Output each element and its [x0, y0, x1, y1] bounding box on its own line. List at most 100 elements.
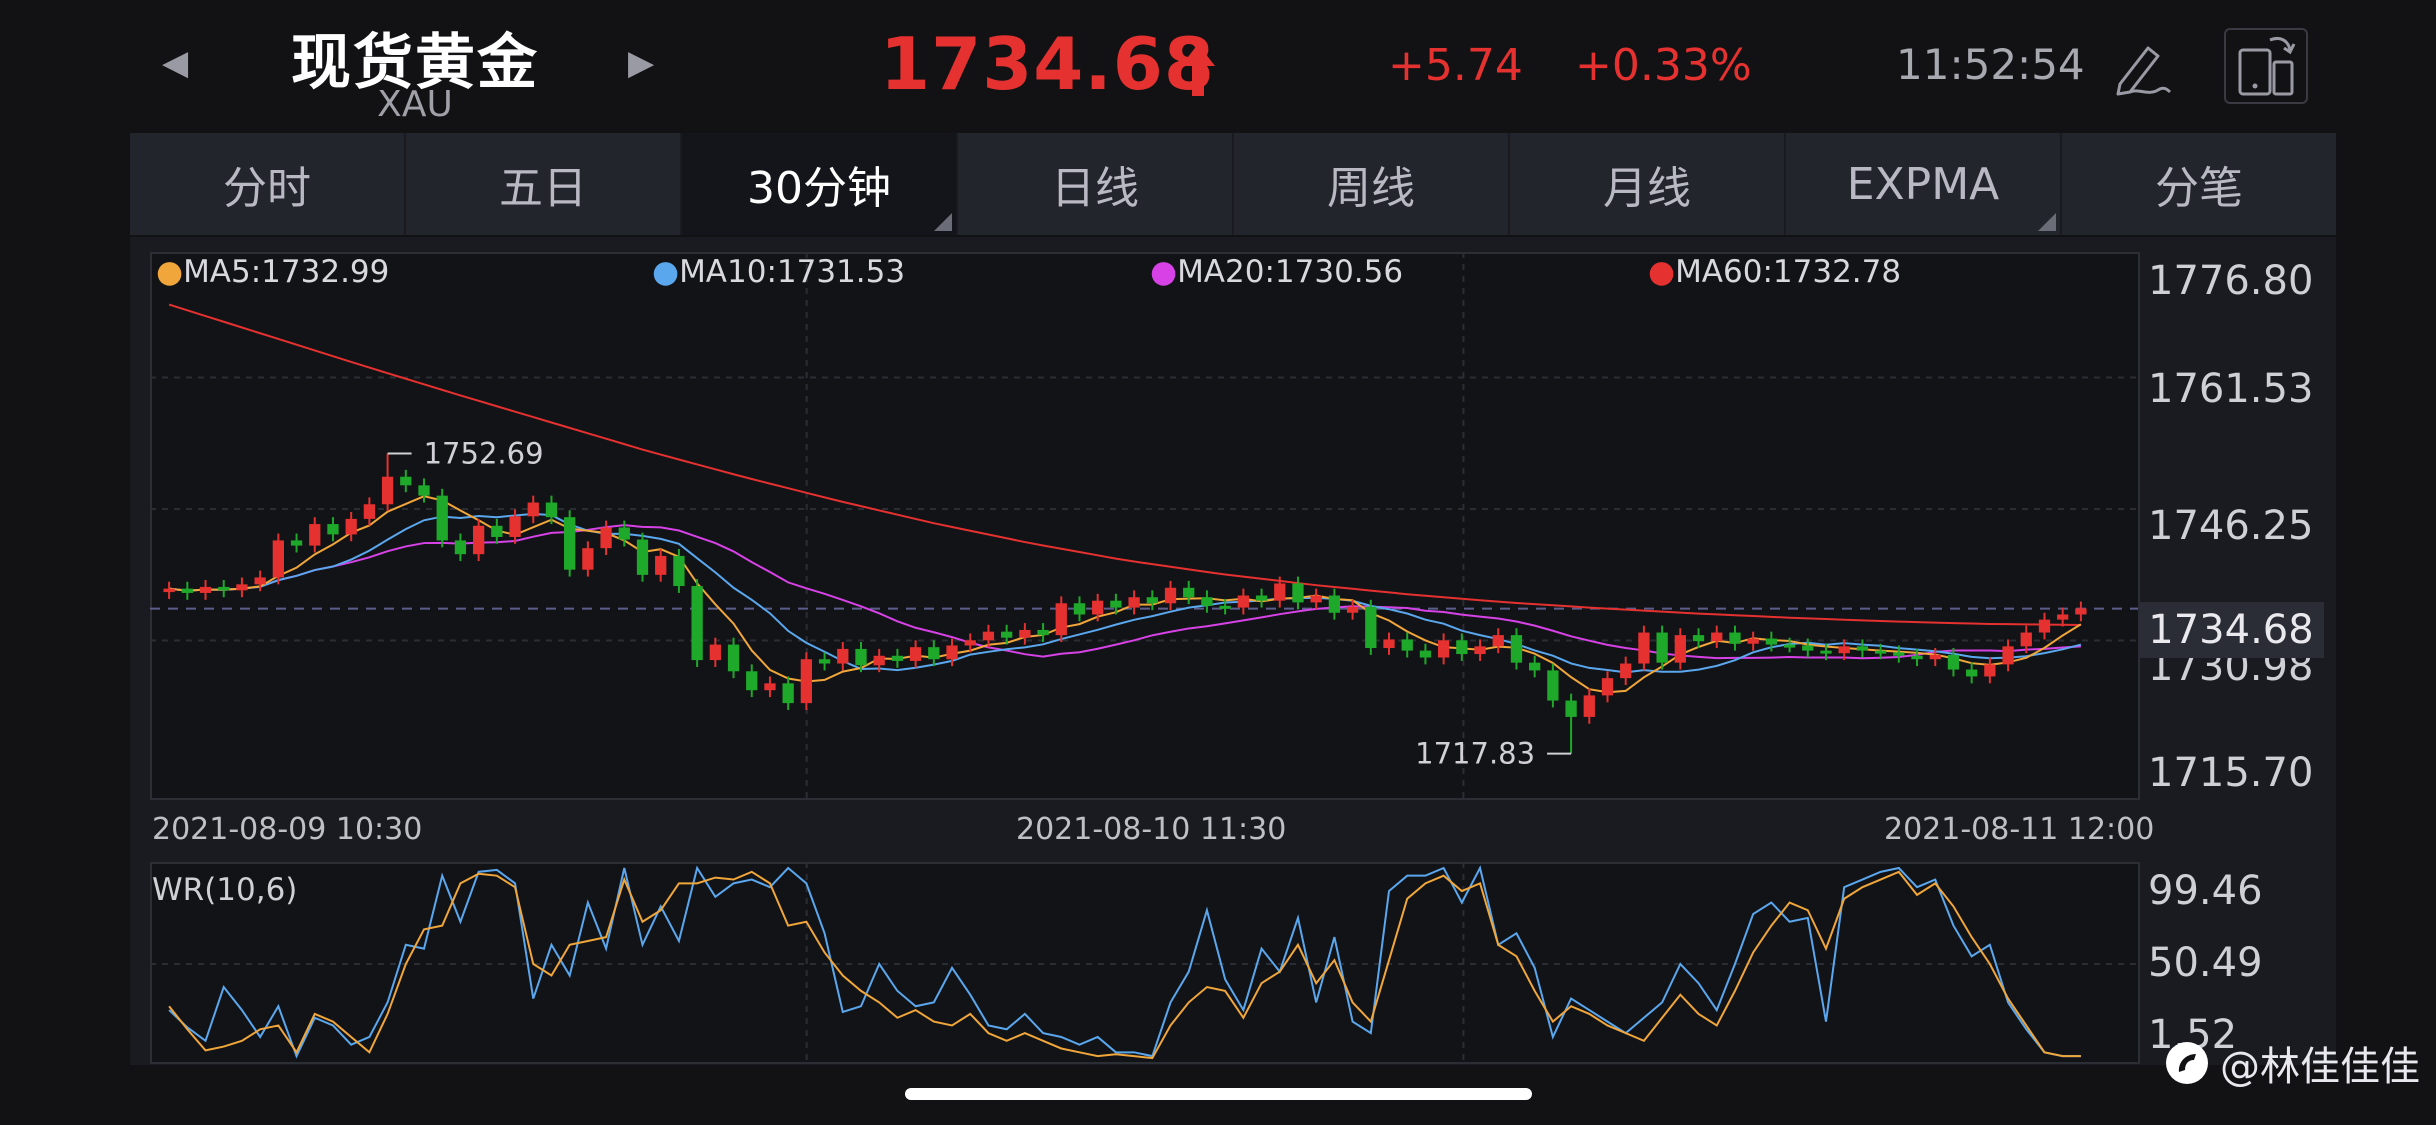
candle-body [1620, 663, 1632, 679]
candle-body [1765, 638, 1778, 645]
ma10-label: ●MA10:1731.53 [652, 254, 906, 290]
wr-y-tick-label: 99.46 [2148, 868, 2263, 914]
y-tick-label: 1746.25 [2148, 503, 2314, 549]
pen-icon[interactable] [2108, 36, 2172, 100]
wr-chart[interactable] [150, 862, 2140, 1064]
candle-body [1419, 650, 1432, 658]
next-arrow-icon[interactable]: ▶ [628, 43, 655, 83]
price-change: +5.74 [1388, 40, 1523, 91]
tab-expma[interactable]: EXPMA [1786, 133, 2062, 235]
tab-fenshi[interactable]: 分时 [130, 133, 406, 235]
candle-body [1893, 652, 1905, 656]
ma5-label: ●MA5:1732.99 [156, 254, 390, 290]
ma60-label: ●MA60:1732.78 [1648, 254, 1902, 290]
tab-weekly[interactable]: 周线 [1234, 133, 1510, 235]
y-tick-label: 1715.70 [2148, 750, 2314, 796]
candle-body [1711, 632, 1723, 642]
candle-body [491, 525, 503, 537]
weibo-logo-icon [2166, 1042, 2208, 1084]
main-chart[interactable]: 1752.69 1717.83 [150, 252, 2140, 800]
tab-30min[interactable]: 30分钟 [682, 133, 958, 235]
candle-body [764, 683, 776, 691]
candle-body [709, 644, 721, 661]
candle-body [2075, 608, 2087, 615]
candle-body [1747, 638, 1759, 644]
candle-body [1838, 646, 1850, 654]
candle-body [1802, 645, 1814, 651]
candle-body [1820, 650, 1832, 654]
candle-body [345, 518, 357, 535]
candle-body [1292, 583, 1304, 603]
candle-body [964, 640, 976, 646]
y-tick-label: 1761.53 [2148, 366, 2314, 412]
candle-body [691, 586, 703, 661]
candle-body [254, 577, 266, 585]
dropdown-corner-icon [934, 213, 952, 231]
candle-body [1674, 635, 1686, 663]
candle-body [1456, 640, 1468, 655]
candle-body [1856, 646, 1869, 651]
candle-body [509, 516, 521, 537]
candle-body [1164, 587, 1177, 604]
prev-arrow-icon[interactable]: ◀ [162, 43, 189, 83]
ma20-line [168, 524, 2081, 660]
candle-body [1911, 655, 1923, 660]
candle-body [2020, 632, 2032, 647]
landscape-toggle-icon[interactable] [2224, 28, 2308, 104]
tab-monthly[interactable]: 月线 [1510, 133, 1786, 235]
instrument-title: 现货黄金 [291, 28, 539, 98]
watermark: @林佳佳佳 [2164, 1034, 2420, 1092]
candle-body [400, 476, 412, 486]
candle-body [673, 555, 685, 587]
candle-body [582, 548, 594, 570]
candle-body [928, 647, 940, 660]
current-price-tag: 1734.68 [2138, 602, 2324, 658]
candle-body [181, 588, 193, 593]
candle-body [1237, 595, 1249, 608]
candle-body [199, 586, 212, 593]
candle-body [236, 584, 248, 591]
candle-body [1474, 646, 1486, 655]
candle-body [1219, 605, 1231, 609]
ma5-line [168, 495, 2082, 694]
low-price-annotation: 1717.83 [1415, 737, 1535, 771]
candle-body [1984, 664, 1996, 677]
candle-body [2057, 614, 2069, 620]
candle-body [1529, 662, 1541, 671]
tab-wuri[interactable]: 五日 [406, 133, 682, 235]
price-change-percent: +0.33% [1575, 40, 1752, 91]
candle-body [1547, 670, 1559, 701]
candle-body [1073, 603, 1086, 615]
wr-wr6-line [168, 870, 2081, 1060]
candle-body [1510, 635, 1523, 663]
candle-body [855, 648, 867, 666]
dropdown-corner-icon [2038, 213, 2056, 231]
candle-body [1729, 632, 1741, 644]
candle-body [436, 495, 448, 541]
candle-body [1346, 606, 1359, 613]
candle-body [1383, 639, 1395, 649]
candle-body [327, 524, 339, 535]
candle-body [600, 527, 612, 549]
candle-body [818, 659, 831, 664]
candle-body [1929, 654, 1941, 660]
candle-body [1947, 654, 1960, 670]
candle-body [1092, 600, 1104, 615]
home-indicator[interactable] [905, 1088, 1532, 1100]
candle-body [636, 539, 649, 575]
candle-body [1365, 606, 1377, 649]
candle-body [1874, 650, 1887, 654]
candle-body [1565, 700, 1577, 717]
candle-body [1146, 597, 1158, 604]
tab-daily[interactable]: 日线 [958, 133, 1234, 235]
candle-body [1328, 595, 1341, 613]
candle-body [1401, 639, 1413, 651]
candle-body [1001, 631, 1013, 638]
tab-fenbi[interactable]: 分笔 [2155, 163, 2243, 214]
candle-body [218, 586, 230, 591]
x-date-label: 2021-08-10 11:30 [1016, 812, 1287, 847]
candle-body [873, 655, 885, 666]
candle-body [381, 476, 394, 505]
candle-body [1437, 640, 1450, 658]
high-price-annotation: 1752.69 [424, 437, 544, 471]
